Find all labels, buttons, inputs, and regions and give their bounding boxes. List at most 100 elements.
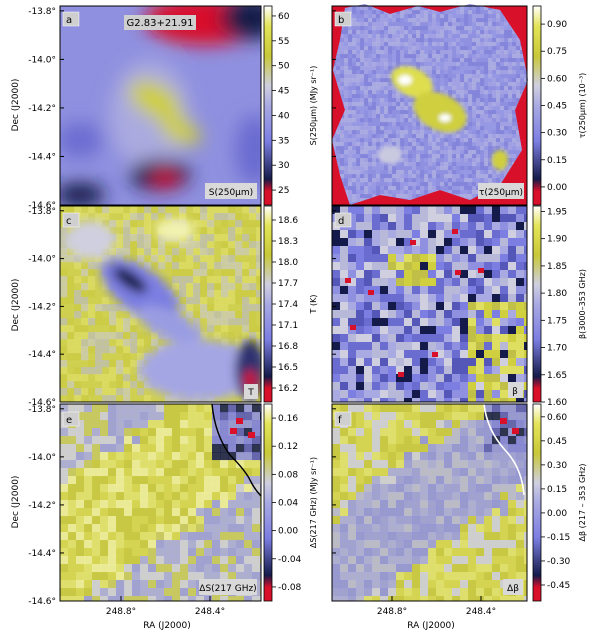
colorbar-label: S(250μm) (MJy sr⁻¹) [309, 66, 318, 146]
y-axis-label-a: Dec (J2000) [11, 79, 21, 132]
colorbar-tick-label: -0.04 [278, 555, 302, 565]
x-tick-label-left-2: 248.4° [195, 607, 225, 617]
colorbar-tick-label: 17.4 [278, 300, 298, 310]
y-tick-label: -14.0° [28, 55, 56, 65]
colorbar-tick-label: 0.30 [547, 461, 567, 471]
colorbar-tick-label: 0.75 [547, 47, 567, 57]
source-label: G2.83+21.91 [126, 18, 193, 29]
colorbar-label: ΔS(217 GHz) (MJy sr⁻¹) [309, 457, 318, 548]
y-axis-label-e: Dec (J2000) [11, 476, 21, 529]
colorbar-tick-label: 60 [278, 12, 290, 22]
colorbar-label: β(3000–353 GHz) [578, 269, 587, 339]
y-tick-label: -14.6° [28, 597, 56, 607]
colorbar-tick-label: 17.1 [278, 321, 298, 331]
colorbar-tick-label: 1.65 [547, 371, 567, 381]
y-tick-label: -14.4° [28, 152, 56, 162]
colorbar-tick-label: 1.70 [547, 344, 567, 354]
y-tick-label: -14.4° [28, 549, 56, 559]
colorbar-tick-label: 0.04 [278, 499, 298, 509]
colorbar-d: 1.60 1.65 1.70 1.75 1.80 1.85 1.90 1.95 β(3000–3… [532, 205, 587, 408]
colorbar-tick-label: 0.00 [547, 509, 567, 519]
colorbar-tick-label: 0.00 [547, 183, 567, 193]
colorbar-tick-label: 16.8 [278, 342, 298, 352]
colorbar-tick-label: 0.60 [547, 74, 567, 84]
panel-e [60, 404, 261, 601]
colorbar-tick-label: 16.5 [278, 363, 298, 373]
y-tick-label: -14.2° [28, 501, 56, 511]
colorbar-tick-label: 16.2 [278, 384, 298, 394]
x-tick-label-right-2: 248.4° [466, 607, 496, 617]
colorbar-tick-label: -0.30 [547, 557, 571, 567]
colorbar-label: Δβ (217 – 353 GHz) [578, 464, 587, 542]
colorbar-tick-label: 0.16 [278, 414, 298, 424]
colorbar-tick-label: 1.85 [547, 262, 567, 272]
colorbar-tick-label: -0.45 [547, 581, 570, 591]
y-tick-label: -14.4° [28, 350, 56, 360]
y-tick-label: -14.6° [28, 398, 56, 408]
colorbar-tick-label: 1.95 [547, 207, 567, 217]
colorbar-tick-label: 0.08 [278, 470, 298, 480]
colorbar-tick-label: 18.6 [278, 216, 298, 226]
panel-letter-b: b [338, 15, 344, 26]
colorbar-tick-label: 30 [278, 161, 290, 171]
colorbar-c: 16.2 16.5 16.8 17.1 17.4 17.7 18.0 18.3 18.6 T (K… [263, 205, 318, 403]
panel-a [60, 6, 261, 205]
colorbar-tick-label: 1.90 [547, 235, 567, 245]
colorbar-label: τ(250μm) (10⁻³) [578, 73, 587, 139]
colorbar-tick-label: 55 [278, 37, 289, 47]
colorbar-tick-label: 40 [278, 111, 290, 121]
colorbar-tick-label: 50 [278, 62, 290, 72]
colorbar-tick-label: 0.45 [547, 437, 567, 447]
colorbar-tick-label: 0.30 [547, 129, 567, 139]
panel-letter-a: a [66, 15, 72, 26]
colorbar-tick-label: 0.12 [278, 442, 298, 452]
colorbar-tick-label: 0.45 [547, 102, 567, 112]
y-tick-label: -14.0° [28, 453, 56, 463]
y-tick-label: -14.2° [28, 104, 56, 114]
panel-f [332, 404, 527, 601]
colorbar-a: 25 30 35 40 45 50 55 60 S(250μm) (MJy sr⁻¹) [263, 5, 318, 206]
panel-letter-e: e [66, 415, 72, 426]
panel-letter-c: c [66, 216, 72, 227]
panel-name-d: β [512, 387, 518, 397]
colorbar-tick-label: 35 [278, 136, 289, 146]
colorbar-tick-label: 0.90 [547, 20, 567, 30]
colorbar-label: T (K) [309, 295, 318, 315]
colorbar-tick-label: 25 [278, 186, 289, 196]
panel-b [332, 4, 528, 205]
colorbar-b: 0.00 0.15 0.30 0.45 0.60 0.75 0.90 τ(250μm) (10… [532, 5, 587, 206]
colorbar-tick-label: 45 [278, 87, 289, 97]
colorbar-tick-label: 18.0 [278, 258, 298, 268]
x-axis-label-right: RA (J2000) [407, 621, 455, 631]
panel-letter-d: d [338, 216, 344, 227]
y-tick-label: -14.6° [28, 201, 56, 211]
x-axis-label-left: RA (J2000) [143, 621, 191, 631]
panel-d [332, 206, 527, 402]
colorbar-tick-label: 1.80 [547, 289, 567, 299]
colorbar-tick-label: -0.15 [547, 533, 570, 543]
colorbar-tick-label: 17.7 [278, 279, 298, 289]
panel-name-c: T [247, 388, 254, 398]
y-tick-label: -13.8° [28, 207, 56, 217]
colorbar-tick-label: 0.15 [547, 485, 567, 495]
x-tick-label-right-1: 248.8° [377, 607, 407, 617]
colorbar-tick-label: 1.75 [547, 316, 567, 326]
colorbar-tick-label: 0.00 [278, 527, 298, 537]
panel-name-b: τ(250μm) [479, 188, 523, 198]
y-tick-label: -14.2° [28, 302, 56, 312]
y-tick-label: -13.8° [28, 405, 56, 415]
y-tick-label: -13.8° [28, 7, 56, 17]
panel-name-f: Δβ [507, 584, 519, 594]
colorbar-e: -0.08 -0.04 0.00 0.04 0.08 0.12 0.16 ΔS(217 GHz… [263, 403, 318, 602]
panel-name-e: ΔS(217 GHz) [199, 584, 256, 594]
panel-letter-f: f [338, 415, 342, 426]
colorbar-tick-label: 1.60 [547, 398, 567, 408]
colorbar-tick-label: 18.3 [278, 237, 298, 247]
panel-c [60, 206, 261, 402]
colorbar-tick-label: 0.60 [547, 413, 567, 423]
y-axis-label-c: Dec (J2000) [11, 279, 21, 332]
panel-name-a: S(250μm) [209, 188, 253, 198]
x-tick-label-left-1: 248.8° [106, 607, 136, 617]
y-tick-label: -14.0° [28, 255, 56, 265]
